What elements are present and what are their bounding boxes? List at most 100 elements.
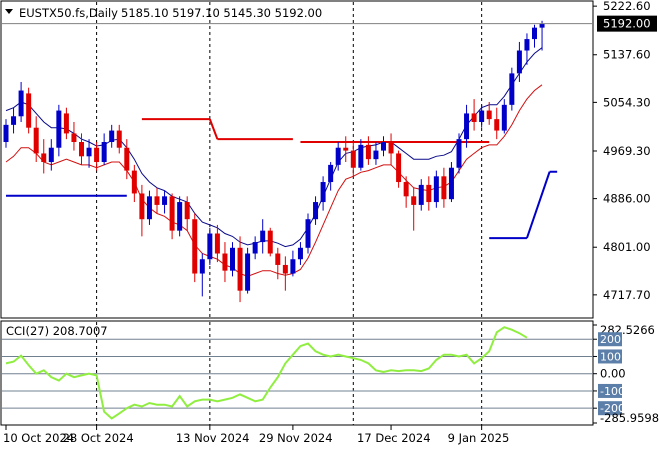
- candle-body: [245, 253, 251, 291]
- current-price-tag: [597, 15, 657, 32]
- candle-body: [501, 104, 507, 131]
- price-tick-label: 4886.00: [603, 192, 651, 206]
- candle-body: [328, 164, 334, 183]
- candle-body: [365, 144, 371, 160]
- time-tick-label: 17 Dec 2024: [357, 431, 430, 445]
- candle-body: [116, 130, 122, 148]
- candle-body: [41, 153, 47, 163]
- candle-body: [71, 133, 77, 143]
- candle-body: [282, 264, 288, 274]
- candle-body: [48, 147, 54, 163]
- candle-body: [124, 147, 130, 171]
- time-tick-label: 13 Nov 2024: [176, 431, 250, 445]
- cci-level-tag: [598, 383, 622, 398]
- cci-level-tag: [598, 332, 622, 347]
- price-tick-label: 5054.30: [603, 95, 651, 109]
- candle-body: [524, 39, 530, 51]
- candle-body: [335, 147, 341, 165]
- price-tick-label: 5137.60: [603, 48, 651, 62]
- candle-body: [509, 73, 515, 105]
- candle-body: [433, 176, 439, 203]
- cci-title: CCI(27) 208.7007: [6, 324, 108, 338]
- price-tick-label: 4717.70: [603, 288, 651, 302]
- resistance-stop-segment: [208, 118, 219, 140]
- current-price-label: 5192.00: [603, 17, 651, 31]
- candle-body: [267, 230, 273, 254]
- price-tick-label: 4969.30: [603, 144, 651, 158]
- candle-body: [388, 142, 394, 154]
- candle-body: [343, 147, 349, 151]
- cci-level-tag: [598, 349, 622, 364]
- cci-level-tag: [598, 401, 622, 416]
- price-tick-label: 5222.60: [603, 0, 651, 13]
- candle-body: [131, 170, 137, 194]
- candle-body: [448, 167, 454, 200]
- chart-ohlc-readout: 5185.10 5197.10 5145.30 5192.00: [121, 6, 322, 20]
- cci-tick-label: 200: [600, 333, 621, 346]
- candle-body: [230, 247, 235, 271]
- time-tick-label: 28 Oct 2024: [63, 431, 134, 445]
- candle-body: [177, 202, 183, 231]
- candle-body: [418, 184, 424, 205]
- candle-body: [403, 182, 409, 197]
- candle-body: [494, 119, 500, 131]
- candle-body: [222, 253, 228, 271]
- cci-tick-label: -200: [600, 402, 625, 415]
- candle-body: [456, 139, 462, 168]
- candle-body: [479, 110, 485, 122]
- candle-body: [162, 196, 168, 205]
- candle-body: [411, 196, 417, 205]
- candle-body: [290, 259, 296, 274]
- candle-body: [373, 150, 379, 160]
- candle-body: [313, 202, 319, 220]
- cci-tick-label: -100: [600, 385, 625, 398]
- cci-panel-frame: [0, 320, 594, 426]
- candle-body: [358, 144, 364, 168]
- cci-line: [5, 326, 528, 420]
- candle-body: [139, 193, 145, 220]
- upper-band-line: [5, 47, 543, 248]
- support-stop-segment: [526, 171, 551, 239]
- candle-body: [297, 247, 303, 260]
- candle-body: [18, 90, 24, 117]
- cci-tick-label: 0.00: [600, 367, 626, 381]
- time-tick-label: 9 Jan 2025: [448, 431, 510, 445]
- price-axis: 5222.60 5137.60 5054.30 4969.30 4886.00 4801.…: [1, 0, 657, 302]
- candle-body: [3, 124, 9, 143]
- candle-body: [320, 182, 326, 203]
- collapse-triangle-icon[interactable]: [5, 9, 13, 14]
- candle-body: [260, 230, 266, 243]
- candle-body: [184, 202, 190, 220]
- candle-body: [146, 196, 152, 220]
- candle-body: [199, 259, 205, 274]
- price-tick-label: 4801.00: [603, 240, 651, 254]
- candle-body: [539, 23, 545, 28]
- candle-body: [63, 113, 69, 134]
- candle-body: [94, 147, 100, 163]
- time-tick-label: 10 Oct 2024: [3, 431, 74, 445]
- candle-body: [426, 184, 432, 203]
- cci-tick-label: 100: [600, 350, 621, 363]
- candle-body: [471, 113, 477, 122]
- candle-body: [154, 196, 160, 205]
- candle-body: [396, 153, 402, 183]
- candle-body: [441, 176, 447, 200]
- time-tick-label: 29 Nov 2024: [259, 431, 333, 445]
- candle-body: [381, 142, 386, 151]
- candle-body: [532, 27, 537, 40]
- candle-body: [207, 233, 213, 260]
- candlesticks: [3, 20, 545, 303]
- candle-body: [252, 242, 258, 254]
- candle-body: [33, 127, 39, 154]
- cci-tick-label: -285.9598: [600, 411, 659, 425]
- candle-body: [101, 142, 107, 163]
- candle-body: [516, 50, 522, 74]
- candle-body: [56, 110, 62, 148]
- candle-body: [350, 150, 356, 168]
- candle-body: [86, 147, 92, 157]
- chart-symbol-title: EUSTX50.fs,Daily: [19, 6, 118, 20]
